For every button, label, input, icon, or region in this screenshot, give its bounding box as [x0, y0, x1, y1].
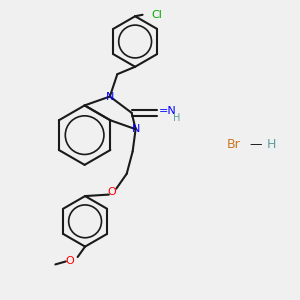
- Text: =N: =N: [158, 106, 176, 116]
- Text: N: N: [131, 124, 140, 134]
- Text: N: N: [106, 92, 114, 101]
- Text: Br: Br: [226, 138, 240, 151]
- Text: O: O: [66, 256, 75, 266]
- Text: —: —: [249, 138, 262, 151]
- Text: H: H: [267, 138, 277, 151]
- Text: O: O: [107, 187, 116, 196]
- Text: H: H: [173, 113, 181, 123]
- Text: Cl: Cl: [152, 10, 162, 20]
